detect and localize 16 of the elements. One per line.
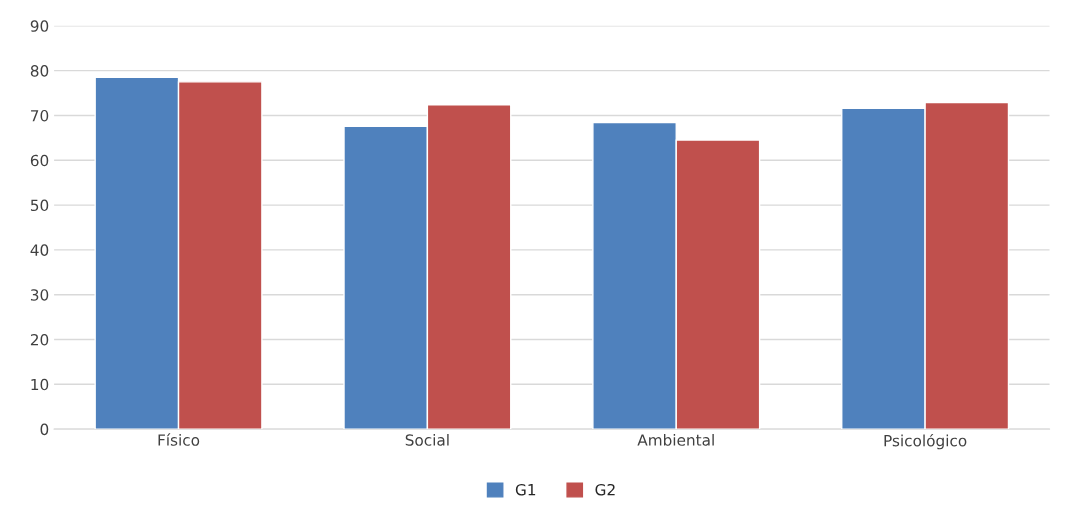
y-tick-label: 0 bbox=[40, 423, 49, 436]
x-tick-label: Psicológico bbox=[884, 433, 967, 450]
legend-label: G2 bbox=[595, 483, 615, 496]
y-tick-label: 80 bbox=[30, 65, 49, 77]
y-tick-label: 10 bbox=[31, 378, 49, 391]
y-tick-label: 60 bbox=[30, 154, 49, 167]
y-tick-label: 70 bbox=[31, 109, 49, 122]
y-tick-label: 30 bbox=[30, 289, 49, 301]
x-tick-label: Social bbox=[405, 433, 449, 446]
x-tick-label: Físico bbox=[158, 433, 200, 446]
x-tick-label: Ambiental bbox=[637, 433, 714, 446]
y-tick-label: 50 bbox=[30, 199, 49, 212]
legend-label: G1 bbox=[515, 483, 536, 496]
y-tick-label: 90 bbox=[30, 20, 49, 32]
y-tick-label: 40 bbox=[30, 244, 49, 256]
y-tick-label: 20 bbox=[30, 333, 49, 346]
